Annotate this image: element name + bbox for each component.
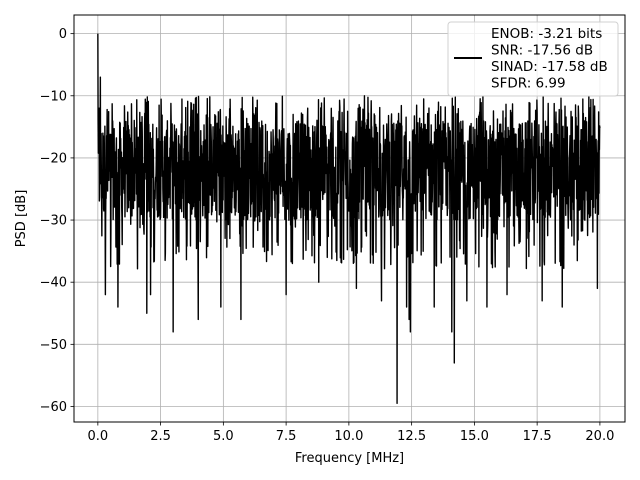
y-tick-label: −40 xyxy=(40,276,67,291)
x-tick-label: 20.0 xyxy=(585,429,614,444)
legend-line: SINAD: -17.58 dB xyxy=(491,59,608,75)
y-tick-label: −50 xyxy=(40,338,67,353)
x-tick-label: 2.5 xyxy=(150,429,171,444)
x-tick-label: 7.5 xyxy=(276,429,297,444)
legend-box xyxy=(447,21,619,97)
x-tick-label: 0.0 xyxy=(88,429,109,444)
x-tick-label: 15.0 xyxy=(460,429,489,444)
legend-entry-label: ENOB: -3.21 bits SNR: -17.56 dB SINAD: -17… xyxy=(491,26,608,92)
x-tick-label: 5.0 xyxy=(213,429,234,444)
x-tick-label: 10.0 xyxy=(334,429,363,444)
x-axis-label: Frequency [MHz] xyxy=(295,451,404,466)
plot-frame xyxy=(73,14,626,423)
y-axis-label: PSD [dB] xyxy=(14,190,29,248)
y-tick-label: −30 xyxy=(40,214,67,229)
y-tick-label: 0 xyxy=(59,27,67,42)
y-tick-label: −60 xyxy=(40,400,67,415)
series-layer xyxy=(97,33,601,405)
y-tick-label: −20 xyxy=(40,151,67,166)
x-tick-label: 12.5 xyxy=(397,429,426,444)
legend: ENOB: -3.21 bits SNR: -17.56 dB SINAD: -17… xyxy=(447,21,619,97)
legend-line: ENOB: -3.21 bits xyxy=(491,26,602,42)
legend-line: SNR: -17.56 dB xyxy=(491,43,593,59)
y-axis: 0 −10 −20 −30 −40 −50 −60 xyxy=(40,27,74,415)
legend-line: SFDR: 6.99 xyxy=(491,76,566,92)
x-axis: 0.0 2.5 5.0 7.5 10.0 12.5 15.0 17.5 20.0 xyxy=(88,422,614,444)
y-tick-label: −10 xyxy=(40,89,67,104)
x-tick-label: 17.5 xyxy=(523,429,552,444)
psd-line xyxy=(97,33,601,405)
